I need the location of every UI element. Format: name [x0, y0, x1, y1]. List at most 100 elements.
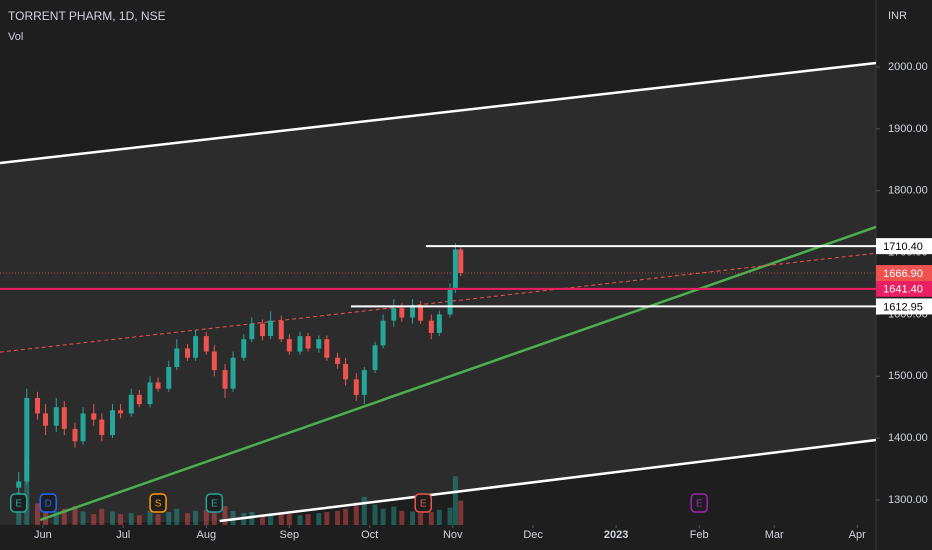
price-tag	[876, 238, 932, 255]
candle-body	[118, 410, 124, 414]
volume-bar	[353, 502, 359, 525]
volume-bar	[203, 509, 209, 525]
candle-body	[391, 308, 397, 321]
candle-body	[286, 339, 292, 352]
volume-bar	[335, 510, 341, 525]
volume-bar	[174, 508, 180, 525]
y-tick-label: 1800.00	[888, 185, 928, 197]
trendline	[39, 225, 877, 522]
volume-bar	[316, 513, 322, 525]
x-tick-label: Sep	[280, 529, 300, 541]
volume-bar	[418, 513, 424, 525]
x-tick-label: Apr	[849, 529, 866, 541]
trendline	[219, 438, 877, 523]
candle-body	[458, 249, 464, 273]
candle-body	[211, 351, 217, 371]
volume-bar	[458, 500, 464, 525]
volume-bar	[61, 508, 67, 525]
x-tick-label: Jul	[116, 529, 130, 541]
price-tag-label: 1641.40	[883, 284, 923, 296]
event-label: E	[696, 499, 703, 510]
event-label: E	[15, 499, 22, 510]
candle-body	[185, 348, 191, 358]
candle-body	[447, 289, 453, 315]
candle-body	[99, 419, 105, 436]
candle-body	[418, 305, 424, 321]
channel-fill	[0, 62, 876, 526]
candle-body	[278, 320, 284, 340]
candle-body	[110, 410, 116, 436]
volume-bar	[286, 514, 292, 525]
candle-body	[249, 323, 255, 340]
volume-bar	[128, 513, 134, 525]
y-tick-label: 1900.00	[888, 123, 928, 135]
volume-bar	[410, 511, 416, 525]
candle-body	[361, 370, 367, 395]
candle-body	[61, 407, 67, 429]
volume-bar	[136, 515, 142, 525]
volume-bar	[428, 512, 434, 525]
y-tick-label: 1500.00	[888, 370, 928, 382]
volume-bar	[249, 512, 255, 525]
volume-bar	[447, 507, 453, 525]
price-tag-label: 1666.90	[883, 268, 923, 280]
x-tick-label: Aug	[196, 529, 216, 541]
volume-bar	[118, 514, 124, 525]
volume-bar	[230, 510, 236, 525]
event-marker	[149, 493, 167, 513]
event-marker	[690, 493, 708, 513]
y-tick-label: 1400.00	[888, 432, 928, 444]
candle-body	[335, 357, 341, 364]
volume-bar	[35, 503, 41, 525]
volume-bar	[268, 513, 274, 525]
candle-body	[353, 379, 359, 395]
volume-bar	[91, 514, 97, 525]
event-marker	[414, 493, 433, 513]
event-label: E	[211, 499, 218, 510]
candle-body	[324, 339, 330, 358]
price-tag	[876, 265, 932, 282]
event-label: S	[155, 499, 162, 510]
x-tick-label: Jun	[34, 529, 52, 541]
candle-body	[147, 382, 153, 405]
candle-body	[380, 320, 386, 346]
candle-body	[343, 363, 349, 380]
volume-bar	[391, 506, 397, 525]
candle-body	[35, 397, 41, 414]
volume-bar	[372, 504, 378, 525]
candle-body	[53, 407, 59, 426]
candle-body	[16, 481, 22, 488]
volume-bar	[166, 512, 172, 525]
volume-bar	[53, 511, 59, 525]
event-marker	[10, 493, 28, 513]
candle-body	[72, 428, 78, 442]
volume-bar	[260, 514, 266, 525]
candle-body	[268, 320, 274, 337]
candle-body	[155, 382, 161, 389]
candle-body	[452, 249, 458, 290]
currency-label: INR	[888, 10, 907, 22]
volume-bar	[399, 510, 405, 525]
y-tick-label: 2000.00	[888, 61, 928, 73]
volume-bar	[147, 510, 153, 525]
volume-bar	[185, 513, 191, 525]
candle-body	[193, 336, 199, 358]
event-marker	[205, 493, 224, 513]
candle-body	[174, 348, 180, 368]
trendline	[0, 61, 877, 165]
candle-body	[91, 413, 97, 420]
volume-bar	[343, 508, 349, 525]
volume-bar	[193, 510, 199, 525]
candle-body	[128, 394, 134, 414]
x-tick-label: Oct	[361, 529, 378, 541]
volume-bar	[72, 506, 78, 525]
price-tag	[876, 298, 932, 315]
candle-body	[260, 323, 266, 337]
x-tick-label: Mar	[765, 529, 784, 541]
x-tick-label: Feb	[690, 529, 709, 541]
x-tick-label: 2023	[604, 529, 628, 541]
candle-body	[24, 397, 30, 482]
candle-body	[230, 357, 236, 389]
volume-bar	[305, 514, 311, 525]
